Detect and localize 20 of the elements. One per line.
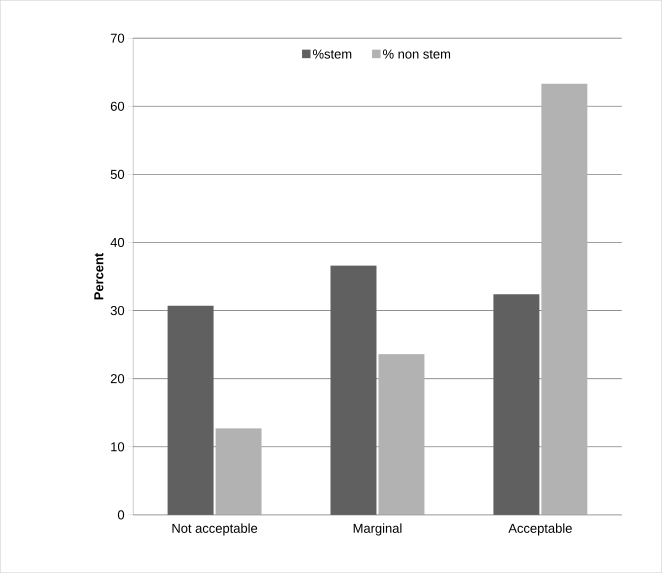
bar	[541, 84, 588, 515]
y-axis-title: Percent	[94, 252, 104, 300]
y-tick-label: 0	[118, 510, 124, 520]
y-tick-label: 50	[110, 170, 124, 179]
legend-label: % non stem	[383, 49, 450, 59]
y-tick-label: 30	[110, 306, 124, 316]
bar	[330, 266, 376, 515]
bar	[168, 306, 214, 515]
x-tick-label: Marginal	[354, 523, 402, 536]
legend-label: %stem	[313, 49, 352, 59]
y-tick-label: 40	[110, 238, 124, 248]
bar	[378, 354, 424, 515]
y-tick-label: 60	[110, 102, 124, 111]
y-tick-label: 20	[110, 374, 124, 384]
y-tick-label: 70	[110, 34, 124, 43]
y-tick-label: 10	[111, 442, 124, 452]
x-tick-label: Not acceptable	[172, 523, 258, 536]
x-tick-label: Acceptable	[508, 523, 572, 536]
bar	[216, 428, 262, 515]
bar	[493, 294, 540, 515]
